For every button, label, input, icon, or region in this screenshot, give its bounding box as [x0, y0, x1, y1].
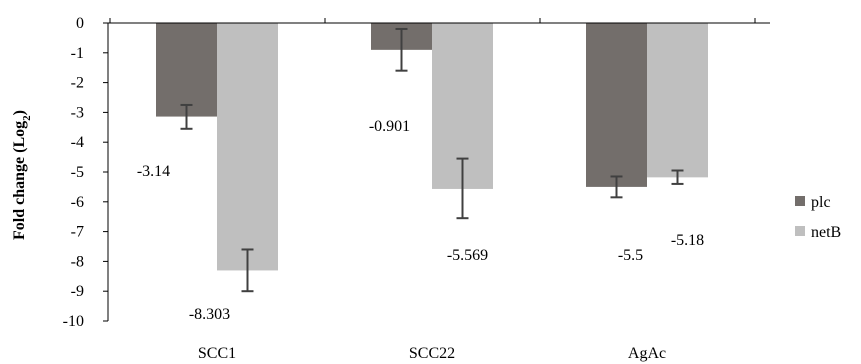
y-axis-title-main: Fold change (Log: [11, 121, 28, 240]
y-tick-label: -10: [63, 313, 84, 330]
y-tick-label: 0: [76, 15, 84, 32]
y-axis-title: Fold change (Log2): [11, 110, 33, 240]
legend-swatch-plc: [795, 196, 805, 206]
data-label-netB-SCC1: -8.303: [189, 306, 230, 323]
legend-label-netB: netB: [811, 224, 841, 241]
data-label-plc-AgAc: -5.5: [618, 247, 643, 264]
category-label: SCC22: [409, 345, 455, 362]
error-bars: [180, 27, 684, 293]
y-tick-label: -9: [71, 283, 84, 300]
y-tick-label: -6: [71, 194, 84, 211]
y-tick-label: -8: [71, 253, 84, 270]
y-tick-label: -2: [71, 75, 84, 92]
bar-netB-AgAc: [647, 23, 708, 178]
bar-netB-SCC1: [217, 23, 278, 271]
data-labels: -3.14 -0.901 -5.5 -8.303 -5.569 -5.18: [137, 118, 704, 323]
y-tick-label: -3: [71, 104, 84, 121]
y-tick-label: -4: [71, 134, 84, 151]
bar-plc-AgAc: [586, 23, 647, 187]
bars: [156, 23, 708, 271]
legend-label-plc: plc: [811, 194, 831, 211]
legend-swatch-netB: [795, 226, 805, 236]
x-axis: SCC1 SCC22 AgAc: [108, 18, 770, 362]
data-label-plc-SCC1: -3.14: [137, 163, 170, 180]
category-label: SCC1: [198, 345, 236, 362]
data-label-plc-SCC22: -0.901: [369, 118, 410, 135]
legend: plc netB: [795, 194, 841, 241]
bar-plc-SCC1: [156, 23, 217, 117]
y-tick-label: -7: [71, 224, 84, 241]
y-tick-label: -1: [71, 45, 84, 62]
data-label-netB-AgAc: -5.18: [671, 232, 704, 249]
data-label-netB-SCC22: -5.569: [447, 247, 488, 264]
y-axis-title-suffix: ): [11, 110, 28, 115]
y-axis-title-subscript: 2: [21, 115, 33, 121]
y-axis: 0 -1 -2 -3 -4 -5 -6 -7 -8 -9 -10: [63, 15, 109, 330]
category-label: AgAc: [628, 345, 666, 362]
y-tick-label: -5: [71, 164, 84, 181]
